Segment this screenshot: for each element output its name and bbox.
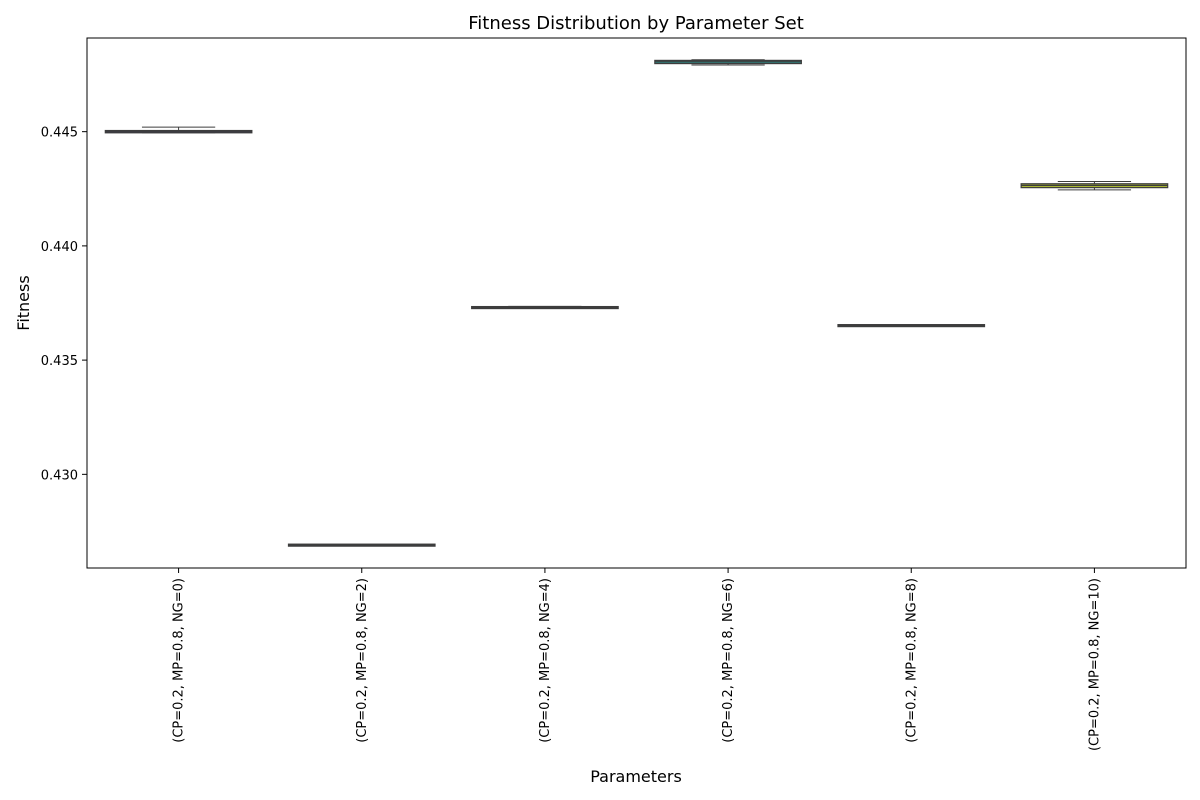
y-tick-label: 0.445 [41,126,78,141]
x-tick-label: (CP=0.2, MP=0.8, NG=2) [355,578,370,743]
box-group [471,305,619,310]
box-group [1020,180,1169,191]
y-tick-label: 0.430 [41,468,78,483]
box-group [104,126,253,134]
box-group [837,324,986,328]
x-tick-label: (CP=0.2, MP=0.8, NG=0) [172,578,187,743]
plot-frame [86,37,1187,569]
box-group [654,59,802,66]
x-tick-label: (CP=0.2, MP=0.8, NG=4) [538,578,553,743]
y-tick-label: 0.435 [41,354,78,369]
x-tick-label: (CP=0.2, MP=0.8, NG=10) [1087,578,1102,751]
x-tick-label: (CP=0.2, MP=0.8, NG=8) [904,578,919,743]
plot-area: 0.430 0.435 0.440 0.445 (CP=0.2, MP=0.8, NG=… [41,37,1187,751]
y-tick-label: 0.440 [41,240,78,255]
x-axis-label: Parameters [590,767,682,786]
x-tick-label: (CP=0.2, MP=0.8, NG=6) [721,578,736,743]
y-axis-label: Fitness [14,275,33,330]
chart-title: Fitness Distribution by Parameter Set [468,13,804,34]
box-group [287,543,436,547]
